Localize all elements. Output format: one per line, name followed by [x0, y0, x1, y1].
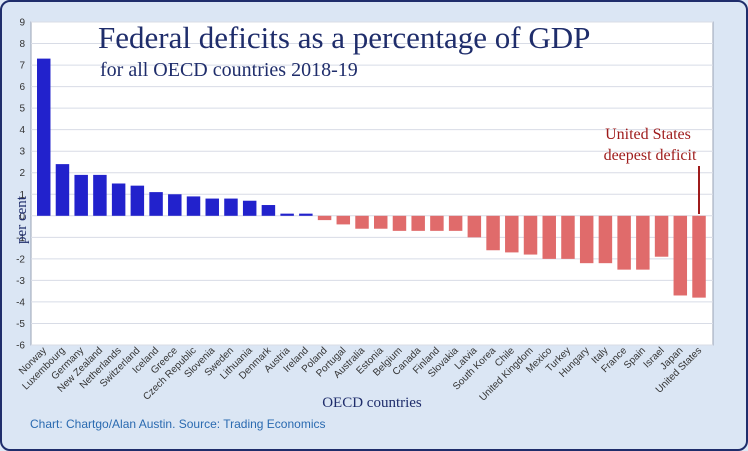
bar	[579, 215, 594, 264]
y-tick-label: 1	[19, 190, 25, 201]
bar	[149, 192, 163, 216]
bar	[692, 215, 706, 298]
y-tick-label: 7	[19, 61, 25, 72]
chart-title: Federal deficits as a percentage of GDP	[98, 20, 590, 55]
y-tick-label: -3	[16, 276, 25, 287]
bar	[467, 215, 482, 238]
y-tick-label: -4	[16, 297, 25, 308]
y-axis-ticks: -6 -5 -4 -3 -2 -1 0 1 2 3 4 5 6 7 8 9	[16, 18, 25, 352]
bar	[242, 200, 257, 216]
bar	[355, 215, 369, 229]
bar	[636, 215, 650, 270]
x-axis-label: OECD countries	[322, 395, 422, 411]
bar	[224, 198, 238, 216]
bar	[374, 215, 388, 229]
y-tick-label: -5	[16, 319, 25, 330]
x-category-label: Spain	[622, 345, 648, 371]
y-axis-label: per cent	[14, 195, 30, 244]
y-tick-label: -6	[16, 341, 25, 352]
y-tick-label: 3	[19, 147, 25, 158]
bar	[299, 213, 313, 216]
bar	[336, 215, 351, 225]
bar	[654, 215, 669, 257]
bar	[617, 215, 631, 270]
y-tick-label: 5	[19, 104, 25, 115]
bar	[55, 164, 70, 216]
annotation-line-1: United States	[605, 126, 691, 143]
y-tick-label: 0	[19, 211, 25, 222]
bars	[37, 58, 706, 298]
y-tick-label: 8	[19, 39, 25, 50]
bar	[186, 196, 201, 216]
bar	[430, 215, 444, 231]
plot-area	[30, 21, 714, 346]
y-tick-label: 4	[19, 125, 25, 136]
y-tick-label: -1	[16, 233, 25, 244]
bar	[486, 215, 500, 251]
bar	[261, 205, 276, 216]
annotation-line-2: deepest deficit	[604, 147, 697, 164]
bar	[411, 215, 425, 231]
y-tick-label: 2	[19, 168, 25, 179]
chart-subtitle: for all OECD countries 2018-19	[100, 59, 358, 81]
y-tick-label: 9	[19, 18, 25, 29]
bar	[317, 215, 332, 221]
bar	[561, 215, 575, 259]
source-caption: Chart: Chartgo/Alan Austin. Source: Trad…	[30, 417, 326, 431]
bar	[37, 58, 51, 216]
bar	[505, 215, 519, 253]
bar	[598, 215, 613, 264]
bar	[280, 213, 294, 216]
bar	[523, 215, 538, 255]
bar	[392, 215, 407, 231]
bar	[673, 215, 688, 296]
y-tick-label: 6	[19, 82, 25, 93]
bar	[205, 198, 219, 216]
bar	[168, 194, 182, 216]
bar	[93, 174, 107, 216]
bar	[130, 185, 145, 216]
bar	[448, 215, 463, 231]
bar	[74, 174, 88, 216]
bar	[542, 215, 556, 259]
bar	[111, 183, 126, 216]
y-tick-label: -2	[16, 254, 25, 265]
